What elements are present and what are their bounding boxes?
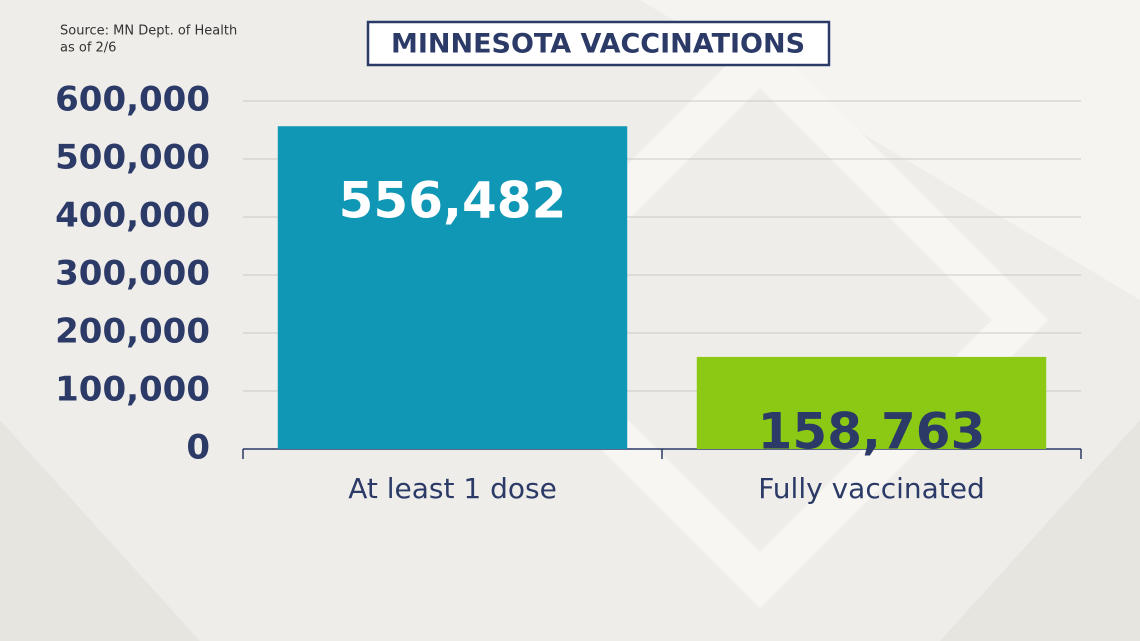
x-tick-label: At least 1 dose — [348, 472, 557, 505]
y-tick-label: 200,000 — [55, 312, 210, 352]
bar — [277, 126, 628, 449]
source-note: as of 2/6 — [60, 41, 116, 56]
background-shape — [940, 420, 1140, 641]
y-tick-label: 600,000 — [55, 80, 210, 120]
title-box — [366, 20, 831, 67]
y-tick-label: 300,000 — [55, 254, 210, 294]
y-tick-label: 500,000 — [55, 138, 210, 178]
bar — [696, 356, 1047, 449]
chart-title: MINNESOTA VACCINATIONS — [391, 29, 805, 60]
y-tick-label: 0 — [186, 428, 210, 468]
background-shape — [0, 420, 200, 641]
value-label: 158,763 — [758, 402, 986, 460]
x-tick-label: Fully vaccinated — [758, 472, 985, 505]
value-label: 556,482 — [339, 172, 567, 230]
y-tick-label: 100,000 — [55, 370, 210, 410]
y-tick-label: 400,000 — [55, 196, 210, 236]
source-note: Source: MN Dept. of Health — [60, 24, 237, 39]
